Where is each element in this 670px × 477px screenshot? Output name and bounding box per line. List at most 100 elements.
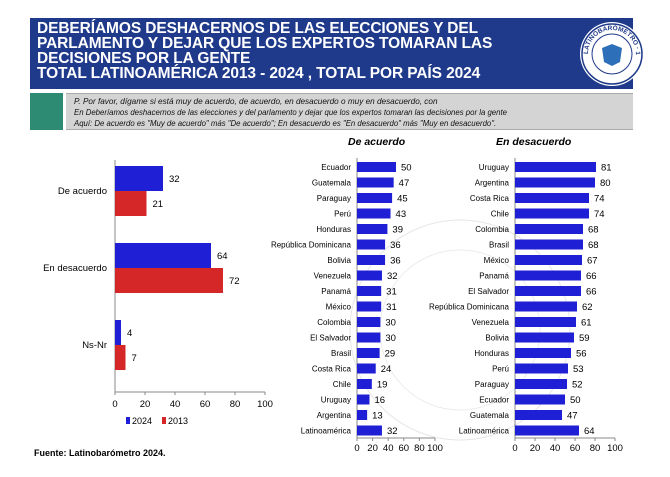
bar-2024 [115,320,121,345]
x-tick-label: 100 [257,399,273,410]
data-label: 80 [600,178,611,189]
legend-label: 2013 [168,416,188,426]
data-label: 43 [396,209,407,220]
country-label: Uruguay [321,396,351,405]
data-label: 81 [601,163,612,174]
x-tick-label: 20 [140,399,151,410]
data-label: 32 [169,174,180,185]
x-tick-label: 80 [590,443,601,454]
bar [515,394,565,405]
bar [515,363,568,374]
bar [357,410,368,420]
country-label: El Salvador [310,334,351,343]
data-label: 32 [387,271,398,282]
x-tick-label: 60 [399,443,410,454]
country-label: Costa Rica [312,365,352,374]
bar [357,270,382,281]
data-label: 74 [594,194,605,205]
data-label: 36 [390,240,401,251]
bar [515,224,583,234]
question-box: P. Por favor, dígame si está muy de acue… [66,93,633,130]
chart-en-desacuerdo: 0 20 40 60 80 100 Uruguay 81 Argentina 80 Costa Ri… [429,158,623,454]
bar [515,239,583,250]
bar [515,193,589,203]
country-label: Latinoamérica [301,427,352,436]
x-tick-label: 20 [530,443,541,454]
data-label: 36 [390,256,401,267]
bar [357,162,396,172]
bar [515,286,581,296]
bar [357,224,388,234]
x-tick-label: 40 [383,443,394,454]
bar [515,348,571,358]
country-label: Brasil [489,241,509,250]
data-label: 19 [377,380,388,391]
bar [515,332,574,343]
legend-swatch [126,417,130,424]
country-label: Uruguay [479,163,509,172]
country-label: Honduras [316,225,351,234]
data-label: 66 [586,271,597,282]
data-label: 30 [385,333,396,344]
bar [357,332,381,343]
x-tick-label: 80 [414,443,425,454]
country-label: Guatemala [470,411,510,420]
data-label: 21 [153,199,164,210]
bar [357,286,382,296]
data-label: 74 [594,209,605,220]
country-label: El Salvador [468,287,509,296]
category-label: En desacuerdo [43,263,107,274]
bar [515,317,576,327]
title-line: DEBERÍAMOS DESHACERNOS DE LAS ELECCIONES… [37,20,478,37]
country-label: República Dominicana [271,241,352,250]
data-label: 4 [127,328,132,339]
x-tick-label: 0 [112,399,117,410]
watermark-globe [349,219,571,441]
question-line: P. Por favor, dígame si está muy de acue… [74,97,438,106]
x-tick-label: 0 [512,443,517,454]
bar [357,379,372,389]
country-label: Costa Rica [470,194,510,203]
bar-2013 [115,191,147,216]
country-label: Bolivia [485,334,509,343]
bar-2013 [115,268,223,293]
data-label: 53 [573,364,584,375]
bar [357,208,391,219]
category-label: Ns-Nr [82,340,107,351]
data-label: 61 [581,318,592,329]
country-label: Argentina [317,411,352,420]
bar [515,208,589,219]
country-label: Perú [334,210,351,219]
bar [357,177,394,188]
data-label: 45 [397,194,408,205]
country-label: Bolivia [327,256,351,265]
bar [357,425,382,436]
watermark-globe [379,249,541,411]
title-line: TOTAL LATINOAMÉRICA 2013 - 2024 , TOTAL … [37,65,481,82]
data-label: 64 [217,251,228,262]
country-label: México [484,256,510,265]
x-tick-label: 100 [427,443,443,454]
category-label: De acuerdo [58,186,107,197]
country-label: Perú [492,365,509,374]
latinobarometro-logo: LATINOBARÓMETRO · 1995 · 2024 [578,17,644,86]
country-label: Chile [333,380,352,389]
question-marker [30,93,63,130]
data-label: 47 [399,178,410,189]
country-label: Paraguay [317,194,351,203]
bar [357,348,380,358]
bar [357,301,382,312]
logo-graphic: LATINOBARÓMETRO · 1995 · 2024 [578,17,643,85]
source-note: Fuente: Latinobarómetro 2024. [34,448,166,458]
country-label: República Dominicana [429,303,510,312]
country-label: Argentina [475,179,510,188]
bar [357,394,370,405]
country-label: Panamá [321,287,351,296]
data-label: 47 [567,411,578,422]
data-label: 32 [387,426,398,437]
chart-total-latam: 0 20 40 60 80 100 De acuerdo 32 21 En desacuerdo 6… [43,160,273,426]
data-label: 29 [385,349,396,360]
data-label: 50 [401,163,412,174]
bar [357,255,386,265]
data-label: 31 [386,287,397,298]
